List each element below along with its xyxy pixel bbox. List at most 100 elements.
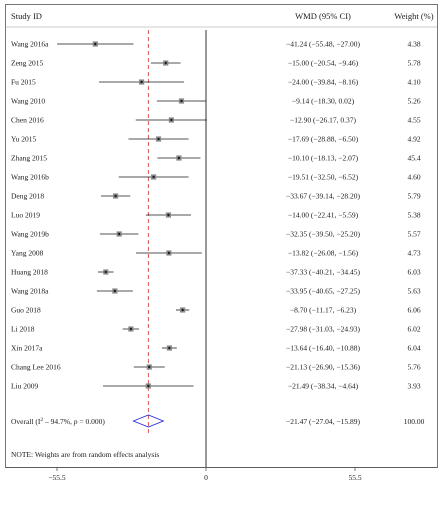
reference-lines (147, 30, 207, 467)
study-ci-text: −27.98 (−31.03, −24.93) (286, 325, 360, 334)
header-weight: Weight (%) (394, 11, 433, 21)
study-weight: 6.06 (407, 306, 420, 315)
study-row: Chang Lee 2016 −21.13 (−26.90, −15.36) 5.7… (11, 363, 421, 372)
study-ci-text: −37.33 (−40.21, −34.45) (286, 268, 360, 277)
study-ci-text: −33.67 (−39.14, −28.20) (286, 192, 360, 201)
study-point-marker (94, 42, 97, 46)
study-ci-text: −12.90 (−26.17, 0.37) (290, 116, 356, 125)
study-row: Yu 2015 −17.69 (−28.88, −6.50) 4.92 (11, 135, 421, 144)
study-point-marker (104, 270, 107, 274)
study-name: Guo 2018 (11, 306, 41, 315)
study-row: Liu 2009 −21.49 (−38.34, −4.64) 3.93 (11, 382, 421, 391)
study-point-marker (167, 213, 170, 217)
study-point-marker (157, 137, 160, 141)
study-ci-text: −17.69 (−28.88, −6.50) (288, 135, 359, 144)
study-point-marker (167, 251, 171, 255)
study-ci-text: −15.00 (−20.54, −9.46) (288, 59, 359, 68)
overall-weight: 100.00 (404, 417, 425, 426)
study-weight: 5.38 (407, 211, 420, 220)
study-row: Wang 2016a −41.24 (−55.48, −27.00) 4.38 (11, 40, 421, 49)
study-row: Wang 2019b −32.35 (−39.50, −25.20) 5.57 (11, 230, 421, 239)
x-tick-label: −55.5 (48, 473, 66, 482)
study-name: Deng 2018 (11, 192, 44, 201)
study-point-marker (113, 289, 117, 293)
study-point-marker (148, 365, 151, 369)
study-weight: 4.92 (407, 135, 420, 144)
study-name: Yu 2015 (11, 135, 36, 144)
study-point-marker (140, 80, 143, 84)
header-study-id: Study ID (11, 11, 42, 21)
study-weight: 5.76 (407, 363, 420, 372)
study-ci-text: −32.35 (−39.50, −25.20) (286, 230, 360, 239)
study-ci-text: −33.95 (−40.65, −27.25) (286, 287, 360, 296)
study-point-marker (147, 384, 150, 388)
study-weight: 5.26 (407, 97, 420, 106)
study-ci-text: −8.70 (−11.17, −6.23) (290, 306, 357, 315)
study-name: Wang 2018a (11, 287, 49, 296)
study-row: Xin 2017a −13.64 (−16.40, −10.88) 6.04 (11, 344, 421, 353)
header-wmd: WMD (95% CI) (295, 11, 351, 21)
study-weight: 45.4 (407, 154, 420, 163)
study-name: Fu 2015 (11, 78, 36, 87)
study-ci-text: −14.00 (−22.41, −5.59) (288, 211, 359, 220)
study-point-marker (152, 175, 155, 179)
study-point-marker (180, 99, 183, 103)
study-ci-text: −21.49 (−38.34, −4.64) (288, 382, 359, 391)
study-ci-text: −10.10 (−18.13, −2.07) (288, 154, 359, 163)
study-row: Wang 2016b −19.51 (−32.50, −6.52) 4.60 (11, 173, 421, 182)
study-name: Li 2018 (11, 325, 35, 334)
overall-label: Overall (I2 – 94.7%, p = 0.000) (11, 417, 105, 426)
study-weight: 5.63 (407, 287, 420, 296)
study-name: Liu 2009 (11, 382, 39, 391)
x-tick-label: 55.5 (348, 473, 361, 482)
study-ci-text: −13.82 (−26.08, −1.56) (288, 249, 359, 258)
study-weight: 6.04 (407, 344, 420, 353)
study-row: Wang 2010 −9.14 (−18.30, 0.02) 5.26 (11, 97, 421, 106)
study-row: Luo 2019 −14.00 (−22.41, −5.59) 5.38 (11, 211, 421, 220)
study-name: Zhang 2015 (11, 154, 47, 163)
plot-frame (5, 4, 438, 468)
study-point-marker (181, 308, 184, 312)
study-weight: 3.93 (407, 382, 420, 391)
study-ci-text: −41.24 (−55.48, −27.00) (286, 40, 360, 49)
study-weight: 4.55 (407, 116, 420, 125)
study-name: Chang Lee 2016 (11, 363, 61, 372)
study-point-marker (177, 156, 181, 160)
study-name: Wang 2016b (11, 173, 49, 182)
study-point-marker (114, 194, 117, 198)
study-ci-text: −13.64 (−16.40, −10.88) (286, 344, 360, 353)
study-row: Fu 2015 −24.00 (−39.84, −8.16) 4.10 (11, 78, 421, 87)
study-point-marker (168, 346, 171, 350)
study-weight: 4.60 (407, 173, 420, 182)
study-name: Luo 2019 (11, 211, 40, 220)
study-name: Wang 2019b (11, 230, 49, 239)
study-ci-text: −19.51 (−32.50, −6.52) (288, 173, 359, 182)
x-axis: −55.5 0 55.5 (48, 467, 362, 482)
study-row: Guo 2018 −8.70 (−11.17, −6.23) 6.06 (11, 306, 421, 315)
study-weight: 4.10 (407, 78, 420, 87)
weights-note: NOTE: Weights are from random effects an… (11, 450, 159, 459)
study-row: Huang 2018 −37.33 (−40.21, −34.45) 6.03 (11, 268, 421, 277)
x-tick-label: 0 (204, 473, 208, 482)
study-weight: 6.03 (407, 268, 420, 277)
study-row: Chen 2016 −12.90 (−26.17, 0.37) 4.55 (11, 116, 421, 125)
study-name: Chen 2016 (11, 116, 44, 125)
study-name: Huang 2018 (11, 268, 48, 277)
study-ci-text: −24.00 (−39.84, −8.16) (288, 78, 359, 87)
study-row: Yang 2008 −13.82 (−26.08, −1.56) 4.73 (11, 249, 421, 258)
study-weight: 4.38 (407, 40, 420, 49)
study-name: Wang 2016a (11, 40, 49, 49)
study-row: Li 2018 −27.98 (−31.03, −24.93) 6.02 (11, 325, 421, 334)
study-weight: 4.73 (407, 249, 420, 258)
study-ci-text: −9.14 (−18.30, 0.02) (292, 97, 355, 106)
study-weight: 5.79 (407, 192, 420, 201)
study-weight: 6.02 (407, 325, 420, 334)
study-point-marker (117, 232, 121, 236)
study-weight: 5.57 (407, 230, 420, 239)
study-row: Zeng 2015 −15.00 (−20.54, −9.46) 5.78 (11, 59, 421, 68)
study-name: Xin 2017a (11, 344, 43, 353)
study-point-marker (129, 327, 133, 331)
study-point-marker (170, 118, 173, 122)
study-ci-text: −21.13 (−26.90, −15.36) (286, 363, 360, 372)
